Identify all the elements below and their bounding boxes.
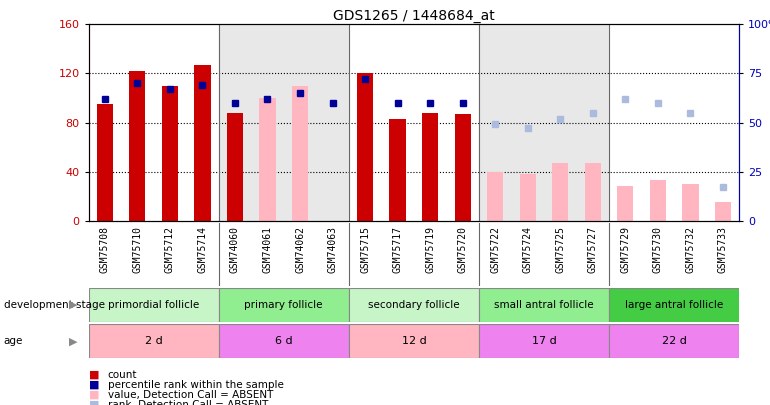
Bar bbox=[89, 288, 219, 322]
Text: GSM74061: GSM74061 bbox=[263, 226, 273, 273]
Bar bbox=[422, 113, 438, 221]
Text: ▶: ▶ bbox=[69, 300, 77, 310]
Text: GSM75725: GSM75725 bbox=[555, 226, 565, 273]
Bar bbox=[479, 288, 609, 322]
Text: GSM75730: GSM75730 bbox=[653, 226, 663, 273]
Text: value, Detection Call = ABSENT: value, Detection Call = ABSENT bbox=[108, 390, 273, 400]
Text: 22 d: 22 d bbox=[661, 336, 687, 346]
Text: 12 d: 12 d bbox=[401, 336, 427, 346]
Text: 6 d: 6 d bbox=[275, 336, 293, 346]
Bar bbox=[227, 113, 243, 221]
Text: GSM75719: GSM75719 bbox=[425, 226, 435, 273]
Bar bbox=[650, 180, 666, 221]
Bar bbox=[349, 288, 479, 322]
Bar bbox=[219, 324, 349, 358]
Text: GSM75729: GSM75729 bbox=[621, 226, 631, 273]
Text: GSM75717: GSM75717 bbox=[393, 226, 403, 273]
Bar bbox=[219, 288, 349, 322]
Bar bbox=[219, 24, 349, 221]
Bar bbox=[349, 324, 479, 358]
Text: ■: ■ bbox=[89, 400, 99, 405]
Text: GSM75727: GSM75727 bbox=[588, 226, 598, 273]
Text: GSM75732: GSM75732 bbox=[685, 226, 695, 273]
Bar bbox=[89, 24, 219, 221]
Text: count: count bbox=[108, 370, 137, 379]
Text: GSM75712: GSM75712 bbox=[165, 226, 175, 273]
Bar bbox=[162, 86, 178, 221]
Bar bbox=[609, 288, 739, 322]
Text: small antral follicle: small antral follicle bbox=[494, 300, 594, 310]
Bar bbox=[520, 174, 536, 221]
Text: GSM75733: GSM75733 bbox=[718, 226, 728, 273]
Text: GSM75710: GSM75710 bbox=[132, 226, 142, 273]
Bar bbox=[89, 324, 219, 358]
Text: 2 d: 2 d bbox=[145, 336, 162, 346]
Bar bbox=[259, 98, 276, 221]
Text: GSM75715: GSM75715 bbox=[360, 226, 370, 273]
Bar bbox=[349, 24, 479, 221]
Bar bbox=[682, 184, 698, 221]
Text: age: age bbox=[4, 336, 23, 346]
Text: percentile rank within the sample: percentile rank within the sample bbox=[108, 380, 283, 390]
Bar bbox=[609, 324, 739, 358]
Bar bbox=[129, 71, 146, 221]
Text: GSM75722: GSM75722 bbox=[490, 226, 500, 273]
Text: secondary follicle: secondary follicle bbox=[368, 300, 460, 310]
Text: GSM75724: GSM75724 bbox=[523, 226, 533, 273]
Text: large antral follicle: large antral follicle bbox=[625, 300, 723, 310]
Text: development stage: development stage bbox=[4, 300, 105, 310]
Bar bbox=[715, 202, 731, 221]
Text: rank, Detection Call = ABSENT: rank, Detection Call = ABSENT bbox=[108, 400, 268, 405]
Bar bbox=[609, 24, 739, 221]
Bar bbox=[479, 324, 609, 358]
Text: ▶: ▶ bbox=[69, 336, 77, 346]
Bar bbox=[194, 65, 210, 221]
Text: GSM75708: GSM75708 bbox=[100, 226, 110, 273]
Bar bbox=[390, 119, 406, 221]
Text: ■: ■ bbox=[89, 380, 99, 390]
Bar bbox=[97, 104, 113, 221]
Bar bbox=[479, 24, 609, 221]
Text: primordial follicle: primordial follicle bbox=[108, 300, 199, 310]
Text: 17 d: 17 d bbox=[531, 336, 557, 346]
Text: primary follicle: primary follicle bbox=[245, 300, 323, 310]
Bar bbox=[584, 163, 601, 221]
Text: ■: ■ bbox=[89, 370, 99, 379]
Text: GSM74060: GSM74060 bbox=[230, 226, 240, 273]
Text: GSM75714: GSM75714 bbox=[197, 226, 207, 273]
Text: GSM74062: GSM74062 bbox=[295, 226, 305, 273]
Title: GDS1265 / 1448684_at: GDS1265 / 1448684_at bbox=[333, 9, 495, 23]
Bar bbox=[618, 186, 634, 221]
Bar bbox=[552, 163, 568, 221]
Bar bbox=[357, 73, 373, 221]
Text: GSM75720: GSM75720 bbox=[457, 226, 467, 273]
Bar bbox=[454, 114, 470, 221]
Text: GSM74063: GSM74063 bbox=[327, 226, 337, 273]
Bar bbox=[487, 172, 504, 221]
Bar bbox=[292, 86, 308, 221]
Text: ■: ■ bbox=[89, 390, 99, 400]
